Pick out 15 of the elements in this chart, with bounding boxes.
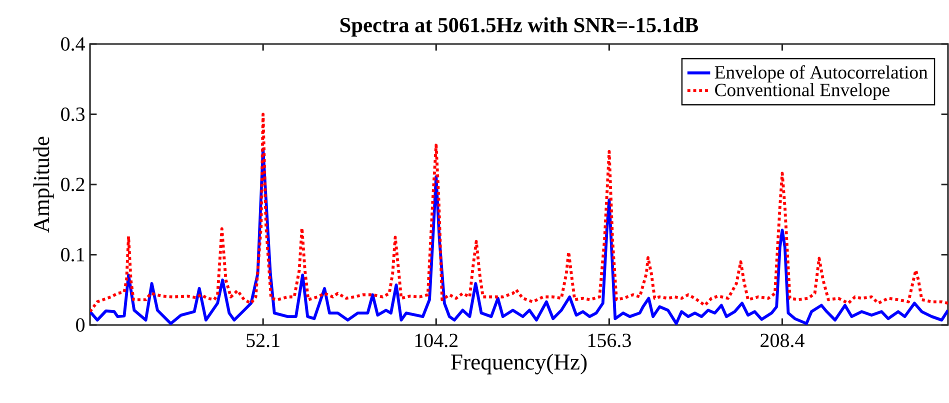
y-tick-label: 0.2: [61, 178, 84, 192]
x-tick-label: 156.3: [588, 334, 631, 348]
y-tick-label: 0: [76, 318, 85, 332]
y-tick-label: 0.1: [61, 248, 84, 262]
chart-title: Spectra at 5061.5Hz with SNR=-15.1dB: [340, 17, 698, 37]
legend-label: Envelope of Autocorrelation: [714, 65, 928, 82]
x-tick-label: 104.2: [415, 334, 458, 348]
x-tick-label: 208.4: [760, 334, 804, 348]
y-axis-title: Amplitude: [33, 136, 54, 233]
x-axis-title: Frequency(Hz): [451, 354, 587, 374]
y-tick-label: 0.4: [61, 37, 85, 51]
x-tick-label: 52.1: [246, 334, 280, 348]
line-series: [90, 148, 948, 325]
y-tick-label: 0.3: [61, 107, 85, 122]
legend-label: Conventional Envelope: [715, 83, 890, 100]
